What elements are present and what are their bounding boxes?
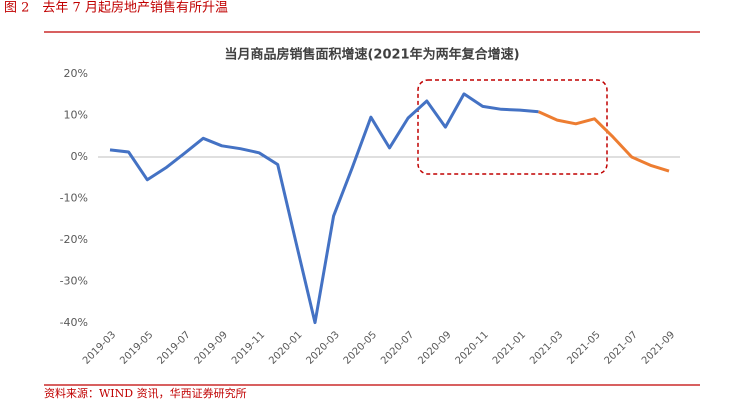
chart-title: 当月商品房销售面积增速(2021年为两年复合增速) <box>224 47 519 63</box>
source-note: 资料来源：WIND 资讯，华西证券研究所 <box>44 386 247 400</box>
x-tick-label: 2021-03 <box>528 329 565 366</box>
x-tick-label: 2019-05 <box>118 329 155 366</box>
x-tick-label: 2020-01 <box>267 329 304 366</box>
y-tick-label: 10% <box>64 109 88 122</box>
x-tick-label: 2021-05 <box>565 329 602 366</box>
y-tick-label: -40% <box>60 316 88 329</box>
x-tick-label: 2019-07 <box>155 329 192 366</box>
y-tick-label: 0% <box>71 150 88 163</box>
x-tick-label: 2021-09 <box>640 329 677 366</box>
x-tick-label: 2020-03 <box>305 329 342 366</box>
x-tick-label: 2020-09 <box>416 329 453 366</box>
x-tick-label: 2020-11 <box>454 329 491 366</box>
x-tick-label: 2019-09 <box>193 329 230 366</box>
figure-header: 图 2 去年 7 月起房地产销售有所升温 <box>4 0 228 16</box>
x-tick-label: 2020-07 <box>379 329 416 366</box>
x-tick-label: 2020-05 <box>342 329 379 366</box>
y-tick-label: -30% <box>60 275 88 288</box>
highlight-box <box>417 79 608 175</box>
x-tick-label: 2019-11 <box>230 329 267 366</box>
x-tick-label: 2019-03 <box>81 329 118 366</box>
series-line <box>537 110 670 173</box>
series-line <box>109 92 539 325</box>
x-tick-label: 2021-07 <box>603 329 640 366</box>
y-tick-label: 20% <box>64 67 88 80</box>
y-tick-label: -10% <box>60 192 88 205</box>
x-tick-label: 2021-01 <box>491 329 528 366</box>
y-tick-label: -20% <box>60 233 88 246</box>
